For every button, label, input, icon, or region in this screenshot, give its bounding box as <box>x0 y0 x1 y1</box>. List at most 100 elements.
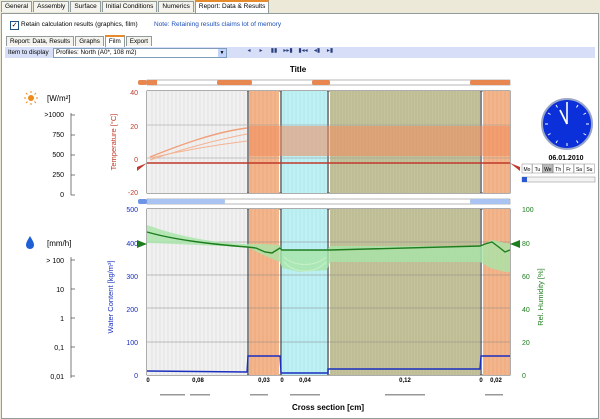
item-select[interactable]: Profiles: North (A0*, 108 m2) ▼ <box>53 48 227 58</box>
radiation-gauge: [W/m²] >1000 750 500 250 0 <box>24 91 75 199</box>
retain-label: Retain calculation results (graphics, fi… <box>21 21 138 28</box>
tab-general[interactable]: General <box>1 1 33 12</box>
x-tick: 0,12 <box>399 378 411 384</box>
subtab-film[interactable]: Film <box>104 35 125 47</box>
rh-tick: 100 <box>522 207 534 214</box>
water-axis-label: Water Content [kg/m³] <box>106 260 115 333</box>
main-tabs: General Assembly Surface Initial Conditi… <box>1 0 270 14</box>
x-tick: 0,04 <box>299 378 311 384</box>
date-label: 06.01.2010 <box>548 155 583 162</box>
weekday-label: We <box>544 167 552 173</box>
retain-checkbox[interactable]: ✓ <box>10 21 19 30</box>
precip-tick: 10 <box>56 287 64 294</box>
water-axis: 500 400 300 200 100 0 Water Content [kg/… <box>106 207 138 380</box>
sun-icon <box>24 91 38 105</box>
rh-tick: 0 <box>522 373 526 380</box>
surface-bar-bottom <box>138 198 511 205</box>
radiation-unit: [W/m²] <box>47 94 71 103</box>
weekday-box <box>521 163 533 174</box>
tab-numerics[interactable]: Numerics <box>158 1 194 12</box>
weekday-box <box>584 163 595 174</box>
time-slider-thumb[interactable] <box>522 177 527 182</box>
weekday-label: Th <box>555 167 561 173</box>
precip-tick: 0,1 <box>54 345 64 352</box>
weekday-label: Sa <box>576 167 582 173</box>
radiation-tick: 750 <box>52 132 64 139</box>
radiation-tick: 500 <box>52 152 64 159</box>
radiation-tick: 0 <box>60 192 64 199</box>
water-tick: 0 <box>134 373 138 380</box>
rh-tick: 60 <box>522 274 530 281</box>
tab-report[interactable]: Report: Data & Results <box>194 0 270 14</box>
temp-right-marker <box>510 163 520 171</box>
temperature-plot <box>137 90 520 194</box>
film-title: Title <box>290 65 307 74</box>
x-axis: 0 0,08 0,03 0 0,04 0,12 0 0,02 Cross sec… <box>146 378 503 412</box>
weekday-box <box>573 163 585 174</box>
clock-widget: 06.01.2010 Mo Tu We Th Fr Sa Su <box>521 98 596 183</box>
x-tick: 0 <box>146 378 150 384</box>
precip-unit: [mm/h] <box>47 239 71 248</box>
precip-tick: > 100 <box>46 258 64 265</box>
temp-axis-label: Temperature [°C] <box>109 114 118 171</box>
rh-left-marker <box>137 240 147 248</box>
temperature-axis: 40 20 0 -20 Temperature [°C] <box>109 90 138 197</box>
x-tick: 0 <box>479 378 483 384</box>
weekday-label: Mo <box>524 167 531 173</box>
rh-tick: 20 <box>522 340 530 347</box>
rh-axis-label: Rel. Humidity [%] <box>536 268 545 326</box>
radiation-tick: >1000 <box>44 112 64 119</box>
rh-right-marker <box>510 240 520 248</box>
rh-tick: 80 <box>522 241 530 248</box>
prev-frame-button[interactable]: ◂▮ <box>313 48 321 54</box>
first-frame-button[interactable]: ◂ <box>247 48 251 54</box>
precipitation-gauge: [mm/h] > 100 10 1 0,1 0,01 <box>26 236 75 381</box>
weekday-label: Fr <box>566 167 571 173</box>
x-axis-label: Cross section [cm] <box>292 403 364 412</box>
water-tick: 200 <box>126 307 138 314</box>
x-tick: 0,08 <box>192 378 204 384</box>
subtab-export[interactable]: Export <box>125 36 152 46</box>
weekday-box <box>552 163 564 174</box>
sub-tabs: Report: Data, Results Graphs Film Export <box>6 35 153 47</box>
tab-surface[interactable]: Surface <box>70 1 101 12</box>
precip-tick: 0,01 <box>50 374 64 381</box>
weekday-label: Su <box>586 167 592 173</box>
weekday-label: Tu <box>535 167 541 173</box>
next-frame-button[interactable]: ▸▮ <box>326 48 334 54</box>
retain-note: Note: Retaining results claims lot of me… <box>154 21 282 28</box>
weekday-box <box>532 163 543 174</box>
subtab-graphs[interactable]: Graphs <box>75 36 104 46</box>
x-tick: 0,03 <box>258 378 270 384</box>
rh-axis: 100 80 60 40 20 0 Rel. Humidity [%] <box>522 207 545 380</box>
tab-assembly[interactable]: Assembly <box>33 1 70 12</box>
item-label: Item to display <box>8 49 49 56</box>
item-select-value: Profiles: North (A0*, 108 m2) <box>56 49 137 56</box>
rh-tick: 40 <box>522 307 530 314</box>
precip-tick: 1 <box>60 316 64 323</box>
tab-initial-conditions[interactable]: Initial Conditions <box>101 1 158 12</box>
surface-bar-top <box>138 79 511 86</box>
water-tick: 400 <box>126 241 138 248</box>
moisture-plot <box>137 208 520 376</box>
temp-tick: 20 <box>130 124 138 131</box>
radiation-tick: 250 <box>52 172 64 179</box>
x-tick: 0 <box>280 378 284 384</box>
temp-tick: 0 <box>134 157 138 164</box>
raindrop-icon <box>26 236 34 249</box>
water-tick: 300 <box>126 274 138 281</box>
subtab-data-results[interactable]: Report: Data, Results <box>6 36 75 46</box>
temp-tick: 40 <box>130 90 138 97</box>
time-slider[interactable] <box>521 176 596 183</box>
play-button[interactable]: ▸ <box>259 48 263 54</box>
temp-left-marker <box>137 163 147 171</box>
chevron-down-icon: ▼ <box>218 49 226 57</box>
x-tick: 0,02 <box>490 378 502 384</box>
pause-button[interactable]: ▮▮ <box>270 48 278 54</box>
water-tick: 100 <box>126 340 138 347</box>
water-tick: 500 <box>126 207 138 214</box>
step-forward-button[interactable]: ▸▸▮ <box>283 48 293 54</box>
step-back-button[interactable]: ▮◂◂ <box>298 48 308 54</box>
temp-tick: -20 <box>128 190 138 197</box>
